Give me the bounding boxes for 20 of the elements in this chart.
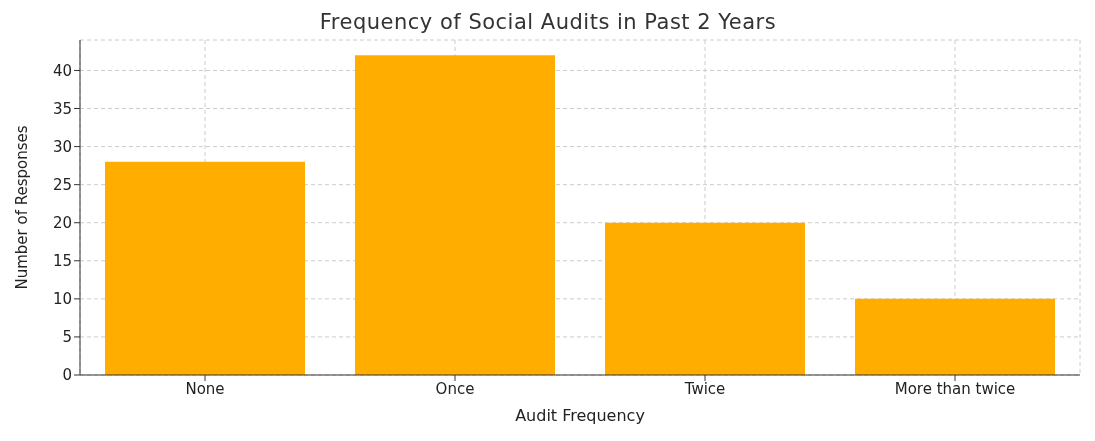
x-tick-label: Twice — [683, 379, 726, 398]
y-tick-label: 20 — [52, 214, 72, 233]
x-tick-label: More than twice — [894, 379, 1016, 398]
bar — [605, 222, 805, 375]
y-tick-label: 40 — [52, 61, 72, 80]
x-tick-label: Once — [435, 379, 475, 398]
x-tick-label: None — [185, 379, 225, 398]
y-tick-label: 0 — [62, 366, 72, 385]
y-tick-label: 10 — [52, 290, 72, 309]
y-axis-title: Number of Responses — [13, 125, 32, 290]
y-tick-label: 30 — [52, 137, 72, 156]
y-tick-label: 35 — [52, 99, 72, 118]
chart-title: Frequency of Social Audits in Past 2 Years — [318, 9, 778, 36]
bar — [355, 55, 555, 375]
bar — [855, 298, 1055, 375]
bar — [105, 161, 305, 375]
y-tick-label: 5 — [62, 328, 72, 347]
y-tick-label: 15 — [52, 252, 72, 271]
x-axis-title: Audit Frequency — [515, 406, 645, 425]
y-tick-label: 25 — [52, 175, 72, 194]
